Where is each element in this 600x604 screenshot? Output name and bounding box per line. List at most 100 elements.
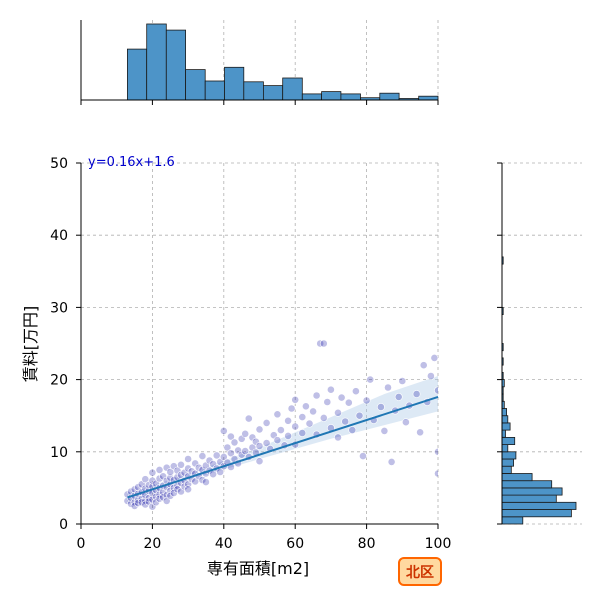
scatter-point [394, 392, 403, 401]
y-tick-label: 40 [50, 228, 68, 244]
scatter-point [226, 449, 235, 458]
scatter-point [177, 460, 185, 469]
scatter-point [398, 377, 407, 385]
right-histogram-bar [501, 487, 563, 496]
top-histogram-bar [418, 95, 439, 101]
scatter-point [319, 413, 328, 422]
region-badge-label: 北区 [406, 565, 434, 581]
scatter-point [434, 386, 438, 395]
scatter-point [184, 485, 192, 494]
scatter-point [319, 339, 328, 348]
scatter-point [284, 416, 292, 425]
scatter-point [244, 414, 253, 423]
scatter-point [262, 439, 271, 447]
top-histogram-bar [321, 91, 342, 101]
scatter-point [273, 436, 282, 445]
scatter-point [401, 418, 410, 427]
right-histogram-bar [501, 444, 509, 453]
regression-line-path [127, 395, 439, 499]
scatter-point [366, 375, 375, 384]
top-histogram-bar [262, 85, 284, 101]
top-histogram-bar [243, 81, 264, 101]
top-histogram-ticks [80, 100, 439, 105]
scatter-point [301, 402, 310, 411]
scatter-point [201, 478, 210, 486]
right-histogram-bar [501, 480, 553, 489]
right-histogram-bar [501, 458, 515, 467]
scatter-point [255, 457, 264, 466]
y-tick-label: 30 [50, 300, 68, 316]
scatter-point [230, 438, 239, 447]
right-histogram-bar [501, 415, 509, 424]
scatter-point [287, 404, 296, 413]
scatter-point [359, 452, 367, 460]
scatter-point [219, 452, 228, 461]
scatter-point [273, 410, 282, 419]
scatter-point [348, 426, 357, 434]
y-tick-label: 0 [59, 517, 68, 533]
scatter-point [430, 354, 438, 362]
right-histogram-bar [501, 429, 506, 438]
x-tick-label: 20 [143, 536, 161, 552]
scatter-point [387, 457, 396, 466]
scatter-points [123, 339, 438, 511]
y-tick-label: 50 [50, 156, 68, 172]
scatter-point [351, 387, 360, 396]
scatter-point [184, 455, 192, 463]
right-histogram-bar [501, 509, 572, 518]
top-histogram-bar [146, 23, 167, 101]
top-marginal-histogram [80, 20, 439, 105]
scatter-point [284, 431, 292, 440]
x-tick-label: 80 [358, 536, 376, 552]
regression-line [127, 395, 439, 499]
regression-equation-label: y=0.16x+1.6 [88, 155, 175, 170]
right-histogram-bars [501, 256, 577, 525]
scatter-point [298, 413, 307, 421]
right-histogram-bar [501, 494, 557, 503]
y-axis-title: 賃料[万円] [21, 306, 40, 383]
top-histogram-bar [204, 80, 225, 101]
scatter-point [419, 361, 428, 370]
y-tick-label: 10 [50, 445, 68, 461]
top-histogram-bar [282, 77, 303, 101]
top-histogram-bars [127, 23, 439, 101]
y-tick-label: 20 [50, 373, 68, 389]
right-histogram-bar [501, 465, 512, 474]
scatter-point [262, 418, 271, 427]
x-tick-label: 40 [215, 536, 233, 552]
top-histogram-bar [340, 93, 361, 101]
top-histogram-bar [301, 93, 322, 101]
top-histogram-bar [165, 29, 187, 101]
x-tick-label: 60 [286, 536, 304, 552]
right-histogram-bar [501, 408, 507, 417]
scatter-point [241, 447, 250, 455]
region-badge-box [398, 557, 442, 586]
scatter-point [426, 372, 435, 380]
scatter-point [255, 442, 264, 450]
scatter-point [326, 385, 335, 394]
region-badge: 北区 [398, 557, 442, 586]
scatter-point [376, 403, 385, 411]
scatter-point [241, 429, 250, 438]
scatter-point [362, 396, 371, 405]
scatter-point [334, 408, 342, 417]
x-axis-ticks: 0 20 40 60 80 100 [77, 524, 451, 552]
right-histogram-bar [501, 422, 511, 431]
right-histogram-bar [501, 473, 533, 482]
scatter-point [226, 432, 235, 441]
right-histogram-grid [502, 162, 582, 525]
x-tick-label: 0 [77, 536, 86, 552]
right-histogram-bar [501, 501, 577, 510]
scatter-point [434, 469, 438, 478]
scatter-point [298, 429, 307, 437]
scatter-point [219, 426, 228, 435]
scatter-point [212, 451, 221, 460]
scatter-point [291, 422, 300, 431]
scatter-point [334, 433, 342, 442]
top-histogram-bar [185, 69, 206, 101]
scatter-point [434, 447, 438, 456]
scatter-point [305, 419, 314, 428]
right-marginal-histogram [497, 162, 582, 525]
top-histogram-bar [224, 66, 245, 101]
